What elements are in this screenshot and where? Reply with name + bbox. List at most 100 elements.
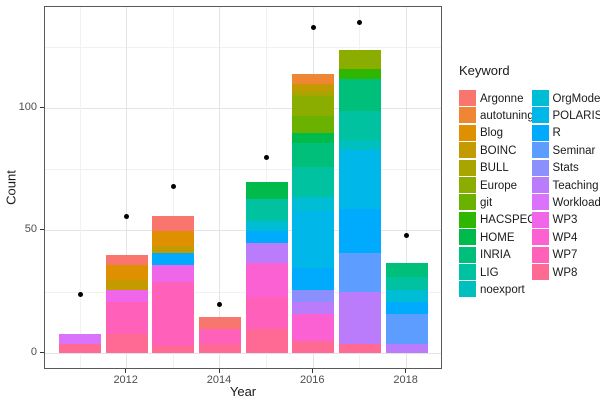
bar-segment-2015-OrgMode bbox=[245, 221, 288, 231]
legend-swatch-HACSPECIS bbox=[459, 211, 476, 228]
legend-swatch-LIG bbox=[459, 264, 476, 280]
legend-swatch-POLARIS bbox=[531, 107, 549, 124]
bar-segment-2016-POLARIS bbox=[292, 211, 335, 268]
bar-segment-2012-WP3 bbox=[105, 289, 148, 302]
bar-segment-2016-HOME bbox=[292, 133, 335, 143]
legend-swatch-git bbox=[459, 194, 476, 211]
bar-segment-2016-BOINC bbox=[292, 84, 335, 92]
bar-segment-2016-Teaching bbox=[292, 301, 335, 315]
bar-segment-2016-R bbox=[292, 267, 335, 290]
gridline-y-major bbox=[44, 108, 441, 110]
bar-segment-2015-WP7 bbox=[245, 297, 288, 329]
y-tick-label: 100 bbox=[18, 101, 37, 114]
bar-segment-2015-HOME bbox=[245, 182, 288, 200]
bar-segment-2015-LIG bbox=[245, 199, 288, 222]
gridline-x-major bbox=[219, 7, 221, 368]
data-point-2015 bbox=[264, 155, 270, 161]
legend-swatch-WP3 bbox=[531, 211, 549, 228]
bar-segment-2016-autotuning bbox=[292, 74, 335, 85]
y-tick-label: 0 bbox=[30, 345, 37, 358]
legend-label-INRIA: INRIA bbox=[480, 249, 511, 262]
legend-swatch-INRIA bbox=[459, 246, 476, 263]
legend-label-HOME: HOME bbox=[480, 231, 515, 244]
legend-label-Teaching: Teaching bbox=[552, 179, 599, 192]
bar-segment-2012-WP8 bbox=[105, 333, 148, 354]
x-tick bbox=[405, 368, 407, 373]
gridline-x-major bbox=[406, 7, 408, 368]
legend-swatch-R bbox=[531, 124, 549, 141]
x-axis-title: Year bbox=[229, 384, 257, 399]
gridline-y-minor bbox=[44, 169, 441, 171]
legend-swatch-WP8 bbox=[531, 264, 549, 280]
bar-segment-2013-Blog bbox=[152, 230, 195, 246]
bar-segment-2016-BULL bbox=[292, 91, 335, 97]
bar-segment-2012-Blog bbox=[105, 265, 148, 280]
bar-segment-2015-Teaching bbox=[245, 243, 288, 263]
data-point-2013 bbox=[170, 184, 176, 190]
gridline-x-major bbox=[126, 7, 128, 368]
y-tick-label: 50 bbox=[24, 223, 37, 236]
bar-segment-2017-Teaching bbox=[338, 292, 381, 344]
x-tick-label: 2012 bbox=[113, 374, 138, 386]
data-point-2011 bbox=[77, 292, 83, 298]
bar-segment-2011-WP8 bbox=[59, 343, 102, 354]
legend-label-noexport: noexport bbox=[480, 283, 525, 296]
gridline-y-minor bbox=[44, 291, 441, 293]
bar-segment-2012-Argonne bbox=[105, 255, 148, 266]
bar-segment-2016-OrgMode bbox=[292, 196, 335, 212]
legend-label-WP4: WP4 bbox=[552, 231, 578, 244]
legend-swatch-Workload bbox=[531, 194, 549, 211]
legend-swatch-Europe bbox=[459, 177, 476, 193]
bar-segment-2013-Argonne bbox=[152, 216, 195, 231]
bar-segment-2017-INRIA bbox=[338, 79, 381, 112]
bar-segment-2014-WP8 bbox=[198, 343, 241, 354]
bar-segment-2018-OrgMode bbox=[385, 289, 428, 302]
bar-segment-2016-Stats bbox=[292, 289, 335, 302]
legend-label-Europe: Europe bbox=[480, 179, 518, 192]
data-point-2012 bbox=[124, 213, 130, 219]
bar-segment-2012-WP7 bbox=[105, 301, 148, 334]
y-axis-title: Count bbox=[3, 170, 19, 205]
bar-segment-2018-Seminar bbox=[385, 314, 428, 344]
legend-label-git: git bbox=[480, 196, 493, 209]
bar-segment-2018-LIG bbox=[385, 277, 428, 290]
gridline-x-minor bbox=[79, 7, 81, 368]
bar-segment-2016-WP4 bbox=[292, 314, 335, 342]
bar-segment-2013-BOINC bbox=[152, 245, 195, 253]
legend-label-Blog: Blog bbox=[480, 127, 504, 140]
legend-swatch-WP7 bbox=[531, 246, 549, 263]
legend-title: Keyword bbox=[459, 63, 510, 78]
bar-segment-2014-WP7 bbox=[198, 328, 241, 344]
legend-swatch-autotuning bbox=[459, 107, 476, 124]
bar-segment-2016-WP8 bbox=[292, 341, 335, 354]
x-tick-label: 2018 bbox=[393, 374, 418, 386]
bar-segment-2017-HACSPECIS bbox=[338, 69, 381, 80]
bar-segment-2015-WP4 bbox=[245, 262, 288, 297]
bar-segment-2017-WP8 bbox=[338, 343, 381, 354]
bar-segment-2011-Workload bbox=[59, 333, 102, 344]
data-point-2018 bbox=[404, 233, 410, 239]
legend-swatch-BOINC bbox=[459, 142, 476, 159]
y-tick bbox=[39, 351, 44, 353]
y-tick bbox=[39, 229, 44, 231]
legend-label-HACSPECIS: HACSPECIS bbox=[480, 214, 547, 227]
legend-swatch-Argonne bbox=[459, 90, 476, 106]
bar-segment-2013-WP3 bbox=[152, 265, 195, 283]
bar-segment-2013-WP8 bbox=[152, 345, 195, 354]
legend-swatch-Blog bbox=[459, 124, 476, 141]
legend-swatch-BULL bbox=[459, 159, 476, 176]
bar-segment-2016-LIG bbox=[292, 167, 335, 197]
bar-segment-2012-BOINC bbox=[105, 279, 148, 290]
legend-label-WP3: WP3 bbox=[552, 214, 578, 227]
x-tick-label: 2016 bbox=[300, 374, 325, 386]
legend-swatch-WP4 bbox=[531, 229, 549, 246]
legend-label-Seminar: Seminar bbox=[552, 144, 596, 157]
legend-swatch-HOME bbox=[459, 229, 476, 246]
legend-label-BOINC: BOINC bbox=[480, 144, 517, 157]
legend-swatch-OrgMode bbox=[531, 90, 549, 106]
gridline-y-major bbox=[44, 352, 441, 354]
x-tick bbox=[311, 368, 313, 373]
bar-segment-2016-git bbox=[292, 115, 335, 134]
plot-panel bbox=[43, 6, 442, 369]
legend-swatch-noexport bbox=[459, 281, 476, 298]
